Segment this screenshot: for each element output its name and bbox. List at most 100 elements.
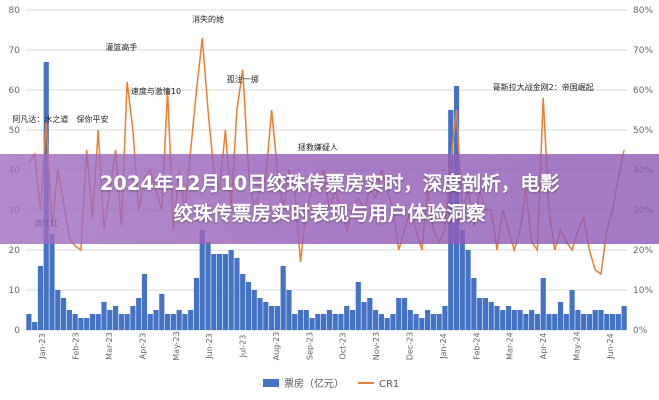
annotation-label: 消失的她	[192, 14, 224, 24]
bar	[459, 230, 465, 330]
annotation-label: 保你平安	[76, 114, 108, 124]
bar	[505, 306, 512, 330]
bar	[263, 302, 269, 330]
bar	[332, 314, 338, 330]
legend-line-label: CR1	[379, 379, 399, 390]
left-tick-label: 10	[9, 286, 21, 296]
bar	[141, 274, 148, 330]
bar	[349, 310, 356, 330]
bar	[107, 310, 113, 330]
bar	[55, 290, 61, 330]
bar	[136, 298, 142, 330]
bar	[390, 314, 396, 330]
chart-legend: 票房（亿元） CR1	[263, 377, 399, 390]
x-tick-label: Jun-24	[606, 333, 615, 360]
x-tick-label: May-24	[572, 331, 581, 360]
bar	[604, 314, 610, 330]
bar	[245, 282, 252, 330]
x-tick-label: Oct-23	[339, 333, 348, 360]
left-tick-label: 60	[9, 86, 21, 96]
bar	[517, 310, 523, 330]
bar	[338, 314, 344, 330]
bar	[101, 302, 107, 330]
bar	[228, 250, 234, 330]
bar	[581, 314, 587, 330]
x-tick-label: Mar-23	[105, 332, 114, 360]
bar	[303, 310, 309, 330]
bar	[269, 306, 275, 330]
left-tick-label: 20	[9, 246, 21, 256]
legend-bar-label: 票房（亿元）	[284, 377, 344, 390]
bar	[592, 310, 598, 330]
legend-bar-swatch	[263, 379, 279, 387]
x-tick-label: Feb-24	[472, 332, 481, 359]
bar	[309, 318, 315, 330]
bar	[199, 230, 205, 330]
right-tick-label: 80%	[633, 6, 653, 16]
annotation-label: 灌篮高手	[105, 42, 137, 52]
bar	[112, 306, 119, 330]
bar	[355, 282, 361, 330]
bar	[182, 314, 188, 330]
left-tick-label: 50	[9, 126, 21, 136]
bar	[95, 314, 101, 330]
bar	[130, 306, 136, 330]
bar	[159, 294, 165, 330]
bar	[396, 298, 402, 330]
bar	[274, 306, 280, 330]
bar	[176, 310, 182, 330]
bar	[500, 310, 506, 330]
bar	[546, 314, 552, 330]
bar	[164, 314, 171, 330]
bar	[540, 278, 546, 330]
bar	[529, 310, 535, 330]
bar	[280, 266, 286, 330]
x-tick-label: Jan-23	[38, 333, 47, 359]
bar	[378, 314, 384, 330]
bar	[552, 314, 558, 330]
bar	[419, 318, 425, 330]
x-tick-label: Mar-24	[506, 332, 515, 360]
bar	[488, 302, 494, 330]
bar	[211, 254, 217, 330]
bar	[482, 298, 489, 330]
bar	[153, 310, 159, 330]
bar	[321, 314, 327, 330]
bar	[425, 310, 431, 330]
annotation-label: 孤注一掷	[227, 74, 259, 84]
left-tick-label: 0	[14, 326, 20, 336]
x-axis-ticks: Jan-23 Feb-23 Mar-23 Apr-23 May-23 Jun-23 Jul-…	[38, 331, 615, 360]
bar	[32, 322, 38, 330]
x-tick-label: Jul-23	[239, 335, 248, 359]
bar	[367, 298, 373, 330]
bar	[234, 258, 240, 330]
bar	[326, 310, 332, 330]
bar	[534, 314, 541, 330]
bar	[78, 318, 84, 330]
x-tick-label: May-23	[172, 331, 181, 360]
bar	[193, 278, 200, 330]
left-tick-label: 70	[9, 46, 21, 56]
bar	[523, 314, 529, 330]
bar	[471, 278, 477, 330]
right-tick-label: 10%	[633, 286, 653, 296]
bar	[344, 306, 350, 330]
bar	[477, 298, 483, 330]
x-tick-label: Jan-24	[439, 333, 448, 359]
bar	[621, 306, 627, 330]
bar	[511, 310, 517, 330]
bar	[384, 318, 390, 330]
bar	[118, 314, 124, 330]
bar	[315, 314, 321, 330]
bar	[89, 314, 96, 330]
bar	[442, 306, 448, 330]
x-tick-label: Sep-23	[305, 332, 314, 360]
bar	[124, 314, 130, 330]
bar	[436, 314, 442, 330]
bar	[72, 314, 78, 330]
headline-line-1: 2024年12月10日绞珠传票房实时，深度剖析，电影	[99, 172, 560, 195]
bar	[609, 314, 616, 330]
bar	[286, 290, 292, 330]
bar	[407, 310, 413, 330]
x-tick-label: Dec-23	[405, 332, 414, 361]
